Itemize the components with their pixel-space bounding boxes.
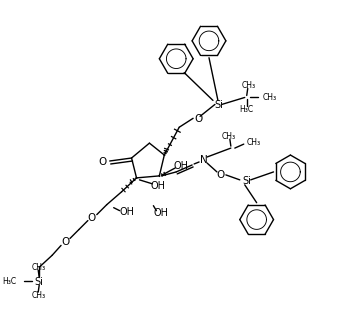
Text: OH: OH	[174, 161, 189, 171]
Text: CH₃: CH₃	[262, 93, 277, 102]
Text: H₃C: H₃C	[2, 277, 16, 286]
Text: H₃C: H₃C	[240, 105, 254, 114]
Text: N: N	[200, 155, 208, 165]
Text: O: O	[217, 170, 225, 180]
Text: CH₃: CH₃	[242, 81, 256, 90]
Text: OH: OH	[120, 207, 135, 217]
Text: OH: OH	[154, 208, 169, 218]
Text: CH₃: CH₃	[31, 290, 45, 299]
Text: CH₃: CH₃	[247, 137, 261, 147]
Text: CH₃: CH₃	[31, 263, 45, 272]
Text: Si: Si	[35, 277, 44, 287]
Text: O: O	[61, 237, 69, 247]
Text: OH: OH	[151, 181, 166, 191]
Text: O: O	[88, 213, 96, 223]
Text: O: O	[194, 114, 202, 124]
Text: O: O	[99, 157, 107, 167]
Text: CH₃: CH₃	[222, 132, 236, 141]
Text: Si: Si	[242, 176, 251, 186]
Text: Si: Si	[215, 100, 223, 110]
